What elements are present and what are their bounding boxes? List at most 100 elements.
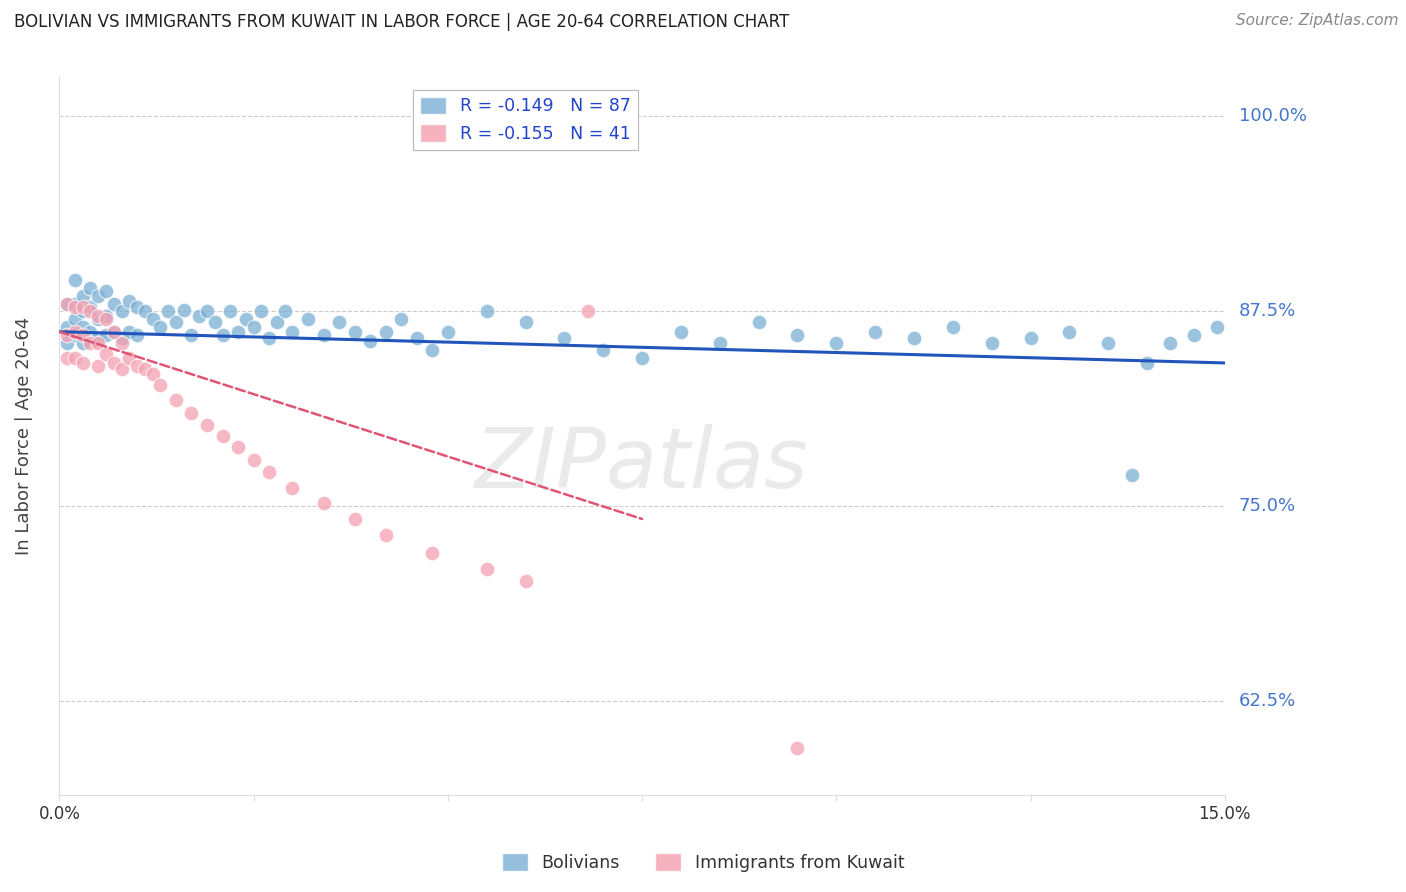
Point: [180, 327, 202, 342]
Point: [56, 335, 79, 350]
Point: [669, 325, 692, 339]
Point: [219, 304, 242, 318]
Point: [980, 335, 1002, 350]
Point: [405, 331, 427, 345]
Point: [515, 315, 537, 329]
Point: [266, 315, 288, 329]
Point: [204, 315, 226, 329]
Point: [94, 327, 117, 342]
Point: [134, 362, 156, 376]
Point: [180, 406, 202, 420]
Point: [87, 309, 110, 323]
Point: [118, 351, 141, 366]
Point: [79, 325, 101, 339]
Point: [134, 304, 156, 318]
Point: [118, 293, 141, 308]
Point: [56, 296, 79, 310]
Point: [63, 296, 86, 310]
Point: [1121, 468, 1143, 483]
Point: [79, 300, 101, 314]
Point: [328, 315, 350, 329]
Point: [281, 325, 304, 339]
Point: [72, 289, 94, 303]
Point: [103, 296, 125, 310]
Point: [79, 304, 101, 318]
Point: [110, 331, 132, 345]
Point: [56, 351, 79, 366]
Point: [389, 312, 412, 326]
Point: [257, 331, 280, 345]
Point: [195, 304, 218, 318]
Point: [343, 325, 366, 339]
Point: [1253, 325, 1275, 339]
Point: [103, 325, 125, 339]
Point: [56, 320, 79, 334]
Point: [125, 327, 148, 342]
Point: [72, 327, 94, 342]
Point: [475, 304, 498, 318]
Point: [437, 325, 460, 339]
Point: [87, 335, 110, 350]
Point: [235, 312, 257, 326]
Point: [87, 331, 110, 345]
Point: [475, 562, 498, 576]
Point: [420, 343, 443, 358]
Point: [343, 512, 366, 526]
Point: [1330, 687, 1353, 701]
Point: [420, 546, 443, 560]
Point: [110, 304, 132, 318]
Point: [903, 331, 925, 345]
Point: [157, 304, 180, 318]
Y-axis label: In Labor Force | Age 20-64: In Labor Force | Age 20-64: [15, 318, 32, 556]
Point: [312, 327, 335, 342]
Point: [863, 325, 886, 339]
Point: [257, 465, 280, 479]
Point: [56, 327, 79, 342]
Point: [748, 315, 770, 329]
Point: [63, 300, 86, 314]
Point: [94, 284, 117, 298]
Point: [125, 300, 148, 314]
Point: [94, 309, 117, 323]
Text: Source: ZipAtlas.com: Source: ZipAtlas.com: [1236, 13, 1399, 29]
Point: [576, 304, 599, 318]
Point: [1206, 320, 1229, 334]
Point: [103, 356, 125, 370]
Point: [149, 377, 172, 392]
Point: [1159, 335, 1181, 350]
Point: [1019, 331, 1042, 345]
Point: [165, 393, 187, 408]
Point: [1059, 325, 1081, 339]
Point: [312, 496, 335, 510]
Point: [359, 334, 381, 348]
Point: [709, 335, 731, 350]
Point: [1097, 335, 1119, 350]
Point: [195, 418, 218, 433]
Point: [72, 320, 94, 334]
Text: 100.0%: 100.0%: [1239, 107, 1306, 126]
Point: [110, 362, 132, 376]
Point: [165, 315, 187, 329]
Point: [87, 289, 110, 303]
Point: [242, 320, 264, 334]
Point: [63, 327, 86, 342]
Point: [592, 343, 614, 358]
Point: [297, 312, 319, 326]
Point: [631, 351, 654, 366]
Point: [281, 481, 304, 495]
Point: [56, 296, 79, 310]
Text: 75.0%: 75.0%: [1239, 498, 1296, 516]
Point: [63, 351, 86, 366]
Point: [1275, 593, 1298, 607]
Point: [1354, 764, 1376, 779]
Point: [250, 304, 273, 318]
Text: 87.5%: 87.5%: [1239, 302, 1296, 320]
Text: 62.5%: 62.5%: [1239, 692, 1296, 710]
Point: [242, 452, 264, 467]
Point: [79, 335, 101, 350]
Point: [273, 304, 295, 318]
Point: [149, 320, 172, 334]
Point: [211, 429, 233, 443]
Point: [63, 325, 86, 339]
Text: BOLIVIAN VS IMMIGRANTS FROM KUWAIT IN LABOR FORCE | AGE 20-64 CORRELATION CHART: BOLIVIAN VS IMMIGRANTS FROM KUWAIT IN LA…: [14, 13, 789, 31]
